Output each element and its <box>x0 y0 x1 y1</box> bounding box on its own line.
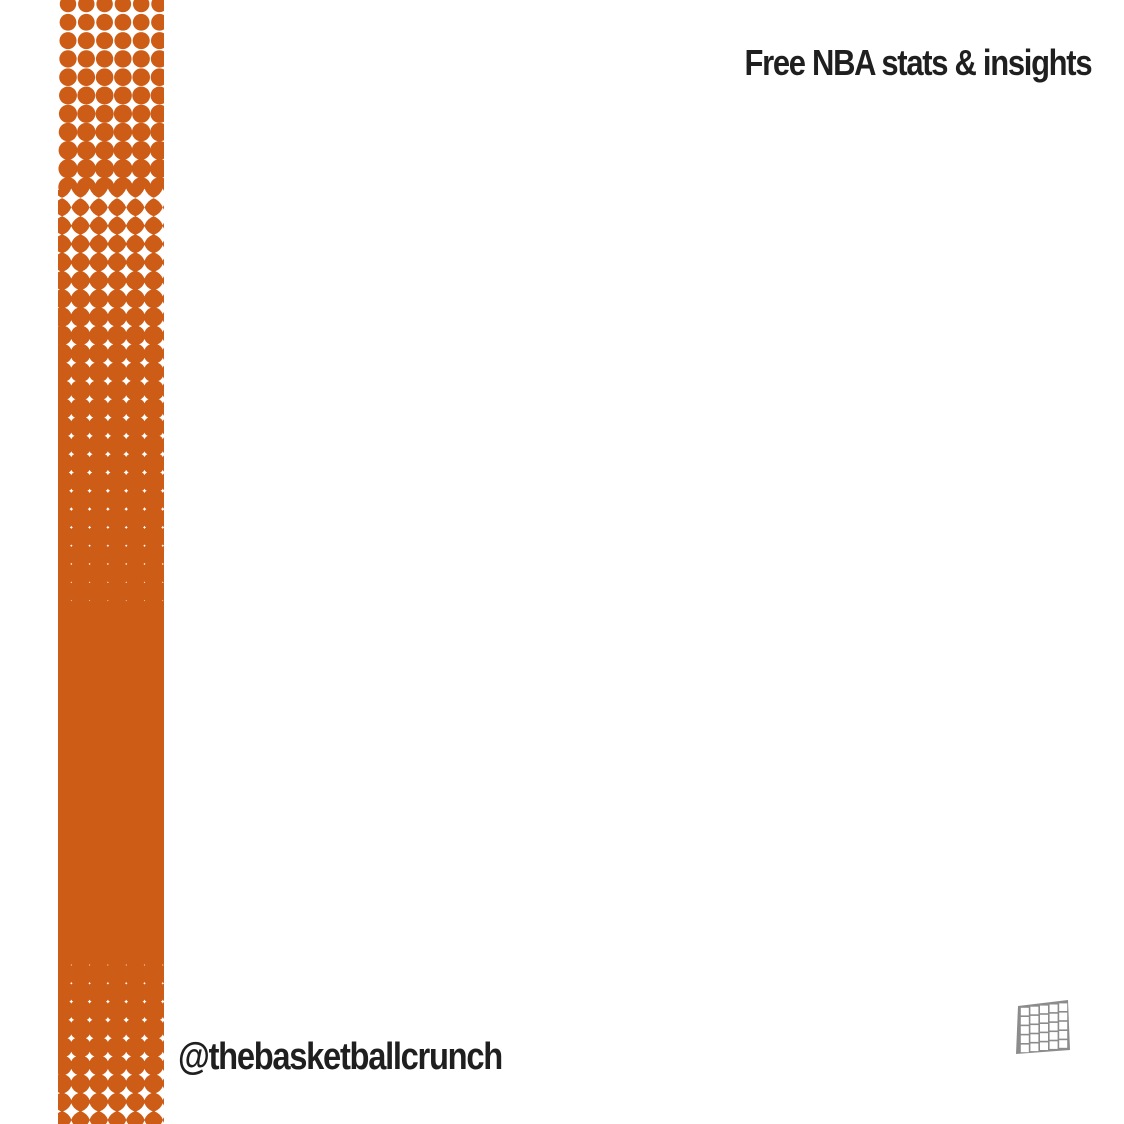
social-handle: @thebasketballcrunch <box>178 1036 503 1078</box>
tagline: Free NBA stats & insights <box>744 42 1092 83</box>
grid-net-logo-icon <box>1016 1000 1070 1054</box>
halftone-accent-bar <box>58 0 164 1124</box>
